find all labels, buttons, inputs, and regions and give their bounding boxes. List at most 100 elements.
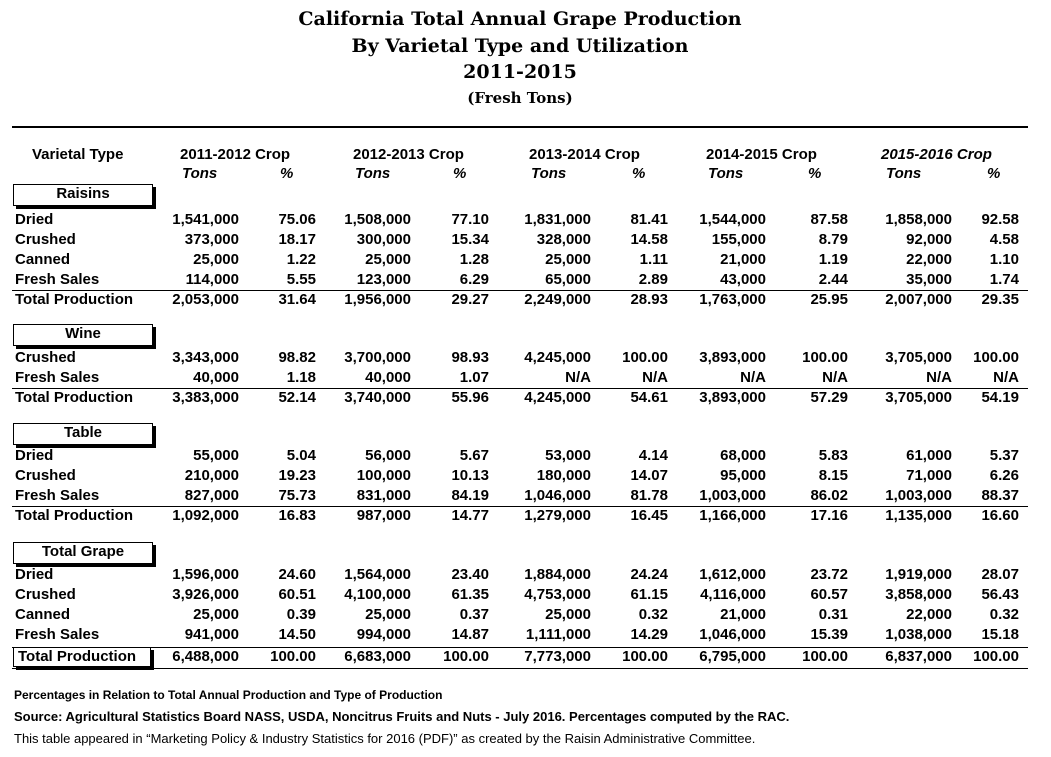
title-line-3: 2011-2015 bbox=[463, 61, 577, 83]
percent-value: 4.14 bbox=[638, 447, 668, 464]
total-percent-value: 17.16 bbox=[810, 507, 848, 524]
percent-value: 61.15 bbox=[630, 586, 668, 603]
tons-value: 92,000 bbox=[906, 231, 952, 248]
percent-value: 15.18 bbox=[981, 626, 1019, 643]
tons-value: 1,596,000 bbox=[172, 566, 239, 583]
tons-value: 22,000 bbox=[906, 606, 952, 623]
tons-value: 3,893,000 bbox=[699, 349, 766, 366]
total-label: Total Production bbox=[15, 389, 134, 406]
percent-value: 24.60 bbox=[278, 566, 316, 583]
total-percent-value: 100.00 bbox=[622, 648, 668, 665]
percent-value: 6.26 bbox=[989, 467, 1019, 484]
total-percent-value: 54.19 bbox=[981, 389, 1019, 406]
tons-value: 3,926,000 bbox=[172, 586, 239, 603]
tons-value: N/A bbox=[565, 369, 591, 386]
total-tons-value: 3,383,000 bbox=[172, 389, 239, 406]
percent-value: 1.22 bbox=[286, 251, 316, 268]
total-percent-value: 54.61 bbox=[630, 389, 668, 406]
total-divider bbox=[12, 388, 1028, 389]
section-label: Table bbox=[13, 423, 153, 445]
total-percent-value: 25.95 bbox=[810, 291, 848, 308]
tons-value: 1,038,000 bbox=[885, 626, 952, 643]
total-percent-value: 100.00 bbox=[443, 648, 489, 665]
percent-subheader: % bbox=[808, 165, 822, 182]
total-percent-value: 28.93 bbox=[630, 291, 668, 308]
total-percent-value: 100.00 bbox=[270, 648, 316, 665]
total-tons-value: 6,795,000 bbox=[699, 648, 766, 665]
percent-value: 23.40 bbox=[451, 566, 489, 583]
percent-value: 5.37 bbox=[989, 447, 1019, 464]
total-percent-value: 16.83 bbox=[278, 507, 316, 524]
percent-value: 19.23 bbox=[278, 467, 316, 484]
tons-value: 1,544,000 bbox=[699, 211, 766, 228]
row-label: Crushed bbox=[15, 467, 76, 484]
crop-year-header: 2013-2014 Crop bbox=[529, 146, 640, 163]
tons-value: 53,000 bbox=[545, 447, 591, 464]
tons-value: 25,000 bbox=[545, 606, 591, 623]
tons-value: 123,000 bbox=[356, 271, 411, 288]
total-tons-value: 1,092,000 bbox=[172, 507, 239, 524]
percent-value: 18.17 bbox=[278, 231, 316, 248]
row-label: Dried bbox=[15, 211, 54, 228]
total-percent-value: 52.14 bbox=[278, 389, 316, 406]
percent-value: 1.18 bbox=[286, 369, 316, 386]
percent-value: 8.79 bbox=[818, 231, 848, 248]
crop-year-header: 2012-2013 Crop bbox=[353, 146, 464, 163]
total-tons-value: 1,279,000 bbox=[524, 507, 591, 524]
percent-value: 84.19 bbox=[451, 487, 489, 504]
tons-value: 114,000 bbox=[185, 271, 239, 288]
total-percent-value: 16.45 bbox=[630, 507, 668, 524]
percent-value: 1.74 bbox=[989, 271, 1019, 288]
total-divider bbox=[12, 290, 1028, 291]
percent-value: 2.44 bbox=[818, 271, 848, 288]
percent-value: 81.78 bbox=[630, 487, 668, 504]
percent-value: 4.58 bbox=[989, 231, 1019, 248]
total-tons-value: 3,705,000 bbox=[885, 389, 952, 406]
percent-value: 14.07 bbox=[630, 467, 668, 484]
percent-value: 24.24 bbox=[630, 566, 668, 583]
percent-value: 100.00 bbox=[802, 349, 848, 366]
total-label: Total Production bbox=[15, 291, 134, 308]
varietal-type-header: Varietal Type bbox=[32, 146, 124, 163]
tons-value: 4,100,000 bbox=[344, 586, 411, 603]
percent-value: 2.89 bbox=[638, 271, 668, 288]
total-tons-value: 3,893,000 bbox=[699, 389, 766, 406]
tons-value: 3,700,000 bbox=[344, 349, 411, 366]
percent-value: 14.50 bbox=[278, 626, 316, 643]
percent-subheader: % bbox=[453, 165, 467, 182]
tons-value: 43,000 bbox=[720, 271, 766, 288]
total-tons-value: 2,249,000 bbox=[524, 291, 591, 308]
tons-value: 373,000 bbox=[184, 231, 239, 248]
row-label: Crushed bbox=[15, 349, 76, 366]
total-tons-value: 4,245,000 bbox=[524, 389, 591, 406]
tons-value: 1,858,000 bbox=[885, 211, 952, 228]
tons-value: 21,000 bbox=[720, 251, 766, 268]
total-percent-value: 31.64 bbox=[278, 291, 316, 308]
percent-value: 92.58 bbox=[981, 211, 1019, 228]
percent-value: 1.28 bbox=[459, 251, 489, 268]
percent-value: 0.39 bbox=[286, 606, 316, 623]
tons-value: 3,705,000 bbox=[885, 349, 952, 366]
percent-value: 100.00 bbox=[973, 349, 1019, 366]
row-label: Fresh Sales bbox=[15, 487, 100, 504]
footnote-credit: This table appeared in “Marketing Policy… bbox=[14, 731, 756, 746]
percent-value: 15.39 bbox=[810, 626, 848, 643]
percent-value: 14.29 bbox=[630, 626, 668, 643]
tons-value: 25,000 bbox=[365, 251, 411, 268]
row-label: Crushed bbox=[15, 586, 76, 603]
percent-value: 14.87 bbox=[451, 626, 489, 643]
percent-value: 0.31 bbox=[818, 606, 848, 623]
header-top-rule bbox=[12, 126, 1028, 128]
tons-value: 25,000 bbox=[365, 606, 411, 623]
tons-value: 95,000 bbox=[720, 467, 766, 484]
footnote-percentages: Percentages in Relation to Total Annual … bbox=[14, 688, 443, 702]
percent-value: 14.58 bbox=[630, 231, 668, 248]
tons-subheader: Tons bbox=[886, 165, 922, 182]
percent-value: 75.73 bbox=[278, 487, 316, 504]
tons-value: 61,000 bbox=[906, 447, 952, 464]
tons-value: 71,000 bbox=[906, 467, 952, 484]
percent-value: 8.15 bbox=[818, 467, 848, 484]
row-label: Dried bbox=[15, 566, 54, 583]
section-label: Raisins bbox=[13, 184, 153, 206]
total-percent-value: 100.00 bbox=[973, 648, 1019, 665]
